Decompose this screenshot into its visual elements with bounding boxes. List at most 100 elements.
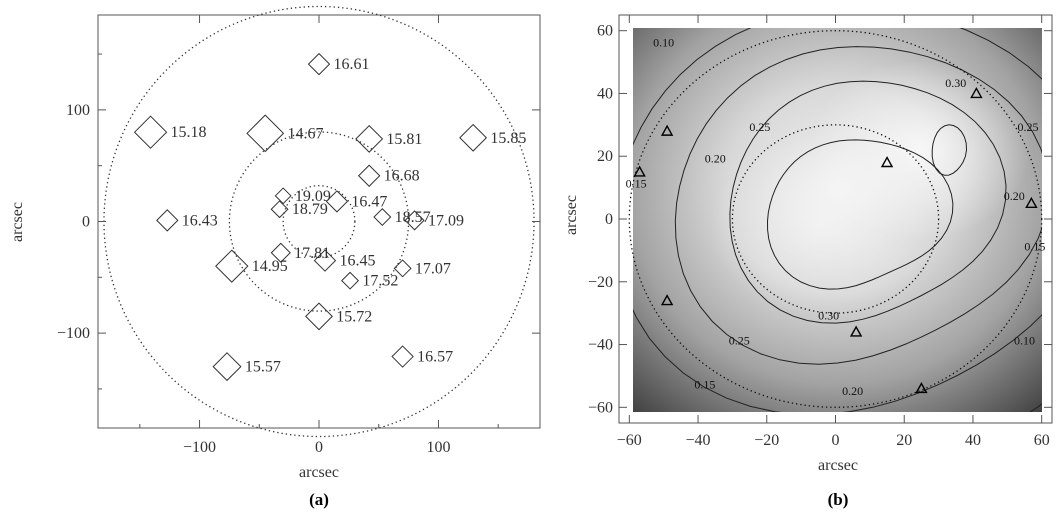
y-tick-label: 20: [597, 148, 613, 165]
contour-value-label: 0.15: [1024, 239, 1045, 253]
contour-line: [674, 46, 1042, 365]
magnitude-label: 16.47: [351, 193, 387, 210]
data-point: 16.61: [307, 52, 370, 76]
y-tick-label: 40: [597, 85, 613, 102]
diamond-marker: [215, 249, 249, 283]
contour-value-label: 0.10: [653, 35, 674, 49]
magnitude-label: 17.07: [415, 260, 451, 277]
magnitude-label: 14.95: [252, 258, 288, 275]
x-tick-label: 0: [832, 432, 840, 449]
triangle-marker: [915, 382, 928, 394]
magnitude-label: 18.79: [292, 201, 328, 218]
panel-a-points: 16.61 15.18 14.67 15.81 15.85 16.68 19.0918.79…: [133, 52, 526, 382]
x-tick-label: 20: [896, 432, 912, 449]
contour-value-label: 0.15: [694, 377, 715, 391]
diamond-marker: [313, 249, 337, 272]
ring-circle: [103, 5, 535, 438]
diamond-marker: [270, 242, 291, 263]
panel-a-ticks: −100 0 100 −100 0 100: [57, 15, 540, 456]
x-tick-label: 40: [965, 432, 981, 449]
x-tick-label: −60: [617, 432, 642, 449]
magnitude-label: 15.85: [490, 130, 526, 147]
diamond-marker: [212, 352, 242, 382]
magnitude-label: 17.52: [362, 273, 398, 290]
contour-line-peak: [931, 124, 968, 176]
contour-line: [729, 80, 1007, 324]
contour-value-label: 0.30: [818, 308, 839, 322]
y-tick-label: 100: [66, 102, 90, 119]
data-point: 15.81: [355, 124, 422, 153]
diamond-marker: [341, 271, 360, 290]
diamond-marker: [246, 114, 285, 153]
ring-circle: [228, 131, 410, 312]
x-tick-label: −20: [754, 432, 779, 449]
contour-value-label: 0.30: [945, 76, 966, 90]
y-tick-label: −20: [588, 274, 613, 291]
heatmap-core: [710, 135, 930, 315]
y-tick-label: −40: [588, 337, 613, 354]
x-tick-label: 0: [315, 439, 323, 456]
magnitude-label: 17.09: [428, 212, 464, 229]
data-point: 17.09: [404, 210, 464, 231]
panel-a-label: (a): [309, 490, 329, 509]
magnitude-label: 16.45: [339, 253, 375, 270]
panel-a-xlabel: arcsec: [299, 464, 339, 481]
x-tick-label: −40: [686, 432, 711, 449]
contour-value-label: 0.10: [1014, 334, 1035, 348]
ring-circle: [731, 124, 940, 314]
contour-labels: 0.10 0.30 0.25 0.20 0.25 0.15 0.20 0.15 0.25 0.30…: [626, 35, 1046, 397]
y-tick-label: 0: [605, 211, 613, 228]
data-point: 19.09: [274, 187, 331, 205]
data-point: 18.79: [270, 200, 328, 219]
ring-circle: [282, 185, 356, 258]
data-point: 15.85: [459, 123, 526, 152]
panel-b-markers: [633, 87, 1038, 394]
data-point: 16.45: [313, 249, 375, 272]
magnitude-label: 15.57: [245, 359, 281, 376]
contour-value-label: 0.20: [1004, 189, 1025, 203]
x-tick-label: 100: [426, 439, 450, 456]
magnitude-label: 16.57: [417, 349, 453, 366]
contour-value-label: 0.20: [842, 384, 863, 398]
y-tick-label: −60: [588, 399, 613, 416]
diamond-marker: [459, 123, 488, 152]
panel-a-frame: [97, 14, 541, 429]
panel-b: 0.10 0.30 0.25 0.20 0.25 0.15 0.20 0.15 0.25 0.30…: [563, 14, 1053, 509]
triangle-marker: [849, 325, 863, 337]
data-point: 15.18: [133, 115, 207, 149]
contour-value-label: 0.25: [1017, 120, 1038, 134]
contour-lines: [633, 28, 1042, 412]
diamond-marker: [357, 164, 381, 187]
data-point: 15.57: [212, 352, 281, 382]
panel-a: 16.61 15.18 14.67 15.81 15.85 16.68 19.0918.79…: [9, 5, 541, 509]
panel-b-ylabel: arcsec: [563, 195, 580, 235]
y-tick-label: 0: [82, 214, 90, 231]
data-point: 18.57: [373, 208, 431, 227]
diamond-marker: [270, 200, 289, 219]
diamond-marker: [393, 259, 412, 278]
diamond-marker: [325, 190, 349, 213]
diamond-marker: [373, 208, 392, 227]
diamond-marker: [305, 302, 333, 331]
panel-a-ylabel: arcsec: [9, 202, 26, 242]
data-point: 14.67: [246, 114, 323, 153]
x-tick-label: −100: [183, 439, 216, 456]
contour-value-label: 0.15: [626, 177, 647, 191]
diamond-marker: [391, 345, 414, 368]
diamond-marker: [156, 209, 179, 232]
contour-value-label: 0.25: [729, 334, 750, 348]
diamond-marker: [274, 187, 292, 205]
magnitude-label: 14.67: [287, 125, 323, 142]
y-tick-label: −100: [57, 325, 90, 342]
contour-line: [766, 139, 954, 290]
diamond-marker: [355, 124, 384, 153]
magnitude-label: 18.57: [395, 209, 431, 226]
data-point: 16.43: [156, 209, 218, 232]
magnitude-label: 15.18: [171, 124, 207, 141]
panel-b-ticks: −60 −40 −20 0 20 40 60 −60 −40 −20 0 20 40 60: [588, 15, 1052, 449]
panel-b-label: (b): [828, 490, 849, 509]
triangle-marker: [633, 165, 646, 177]
data-point: 14.95: [215, 249, 288, 283]
triangle-marker: [880, 156, 894, 168]
